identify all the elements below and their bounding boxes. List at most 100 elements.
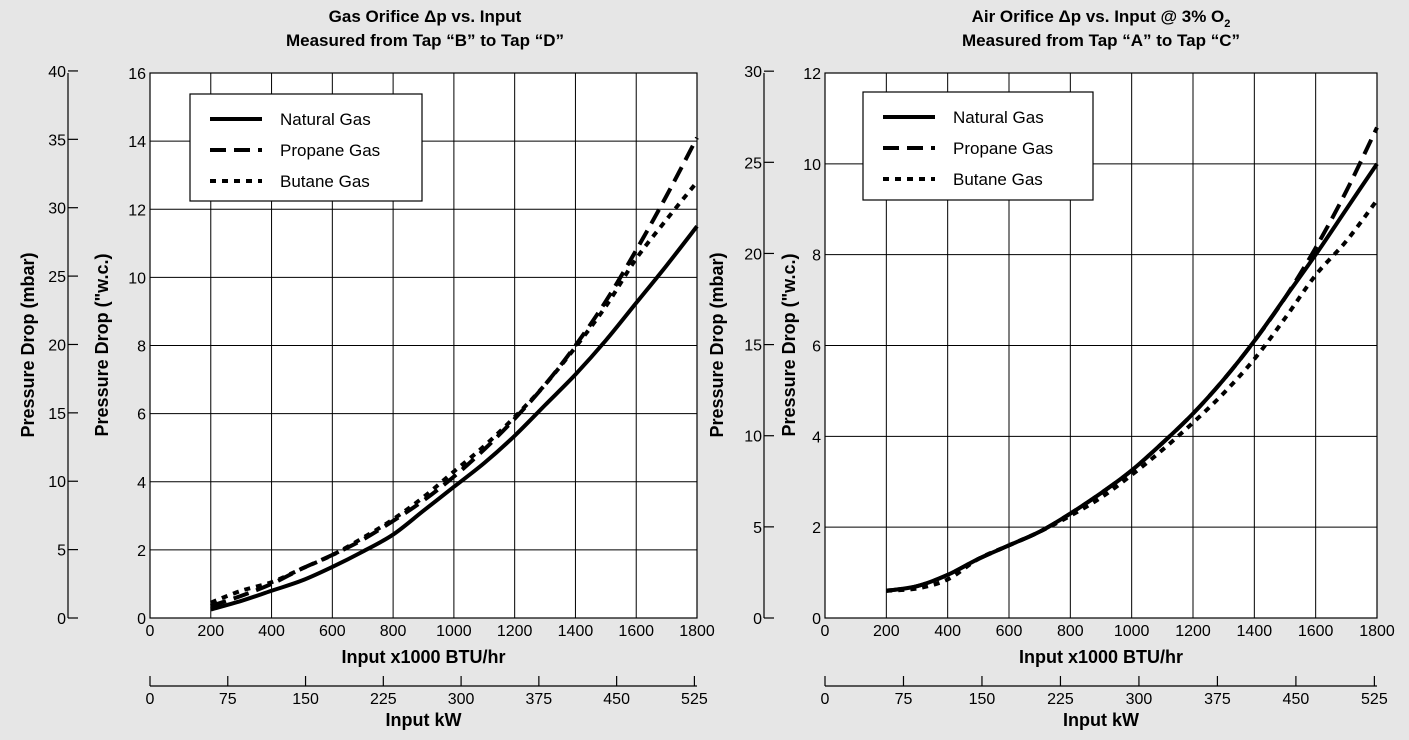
y-tick-label: 0 (812, 611, 821, 628)
y-tick-label: 12 (128, 202, 146, 219)
x2-tick-label: 525 (681, 691, 708, 708)
legend-label: Butane Gas (280, 172, 370, 191)
series-line-propane-gas (886, 126, 1379, 593)
x-axis-label: Input x1000 BTU/hr (1019, 647, 1183, 667)
legend-label: Natural Gas (953, 108, 1044, 127)
x-tick-label: 1600 (618, 623, 654, 640)
x2-tick-label: 225 (1047, 691, 1074, 708)
y-axis-label: Pressure Drop ("w.c.) (779, 254, 799, 437)
x2-tick-label: 375 (1204, 691, 1231, 708)
y-tick-label: 14 (128, 134, 146, 151)
x2-tick-label: 75 (895, 691, 913, 708)
x2-tick-label: 0 (821, 691, 830, 708)
legend: Natural Gas Propane Gas Butane Gas (189, 93, 423, 202)
y-tick-label: 10 (803, 157, 821, 174)
y-tick-label: 2 (137, 543, 146, 560)
x-tick-label: 800 (380, 623, 407, 640)
y2-tick-label: 25 (744, 155, 762, 172)
x2-tick-label: 75 (219, 691, 237, 708)
y2-tick-label: 40 (48, 64, 66, 81)
y2-tick-label: 25 (48, 269, 66, 286)
y2-tick-label: 20 (48, 337, 66, 354)
legend-label: Propane Gas (280, 141, 380, 160)
y2-tick-label: 35 (48, 132, 66, 149)
y2-tick-label: 15 (744, 338, 762, 355)
x-tick-label: 0 (821, 623, 830, 640)
y2-axis-label: Pressure Drop (mbar) (18, 252, 38, 437)
x-tick-label: 1400 (558, 623, 594, 640)
y2-tick-label: 10 (48, 474, 66, 491)
chart-1: 0 200 400 600 800 1000 1200 1400 1600 18000246810… (18, 7, 715, 730)
y2-tick-label: 10 (744, 429, 762, 446)
y2-tick-label: 30 (744, 64, 762, 81)
x-tick-label: 1200 (1175, 623, 1211, 640)
y2-tick-label: 0 (753, 611, 762, 628)
legend-label: Propane Gas (953, 139, 1053, 158)
x2-axis-label: Input kW (1063, 710, 1139, 730)
chart-title-subscript: 2 (1224, 18, 1230, 30)
series-line-butane-gas (886, 198, 1379, 593)
series-line-propane-gas (210, 136, 699, 608)
chart-subtitle: Measured from Tap “A” to Tap “C” (962, 31, 1240, 50)
x2-tick-label: 525 (1361, 691, 1388, 708)
chart-title-text: Gas Orifice Δp vs. Input (329, 7, 522, 26)
series-line-butane-gas (210, 180, 699, 605)
y-tick-label: 4 (812, 429, 821, 446)
chart-title: Gas Orifice Δp vs. Input (329, 7, 522, 26)
chart-title: Air Orifice Δp vs. Input @ 3% O2 (972, 7, 1231, 30)
legend-label: Natural Gas (280, 110, 371, 129)
y-tick-label: 16 (128, 66, 146, 83)
y-axis-label: Pressure Drop ("w.c.) (92, 254, 112, 437)
y2-tick-label: 5 (753, 520, 762, 537)
y-tick-label: 8 (137, 339, 146, 356)
x-tick-label: 1800 (679, 623, 715, 640)
chart-2: 0 200 400 600 800 1000 1200 1400 1600 18000246810… (707, 7, 1395, 730)
series-line-natural-gas (210, 225, 699, 612)
x-tick-label: 400 (258, 623, 285, 640)
x-tick-label: 0 (146, 623, 155, 640)
legend-box (862, 91, 1094, 201)
x-tick-label: 1000 (1114, 623, 1150, 640)
legend-label: Butane Gas (953, 170, 1043, 189)
x2-axis-label: Input kW (386, 710, 462, 730)
y2-tick-label: 0 (57, 611, 66, 628)
x-tick-label: 400 (934, 623, 961, 640)
x2-tick-label: 0 (146, 691, 155, 708)
y-tick-label: 12 (803, 66, 821, 83)
y2-tick-label: 5 (57, 543, 66, 560)
x-tick-label: 1600 (1298, 623, 1334, 640)
x-axis-label: Input x1000 BTU/hr (341, 647, 505, 667)
x2-tick-label: 225 (370, 691, 397, 708)
x2-tick-label: 300 (448, 691, 475, 708)
x-tick-label: 1000 (436, 623, 472, 640)
y2-tick-label: 15 (48, 406, 66, 423)
y-tick-label: 6 (812, 339, 821, 356)
y-tick-label: 6 (137, 407, 146, 424)
x2-tick-label: 450 (1283, 691, 1310, 708)
x2-tick-label: 150 (292, 691, 319, 708)
x-tick-label: 600 (319, 623, 346, 640)
chart-title-text: Air Orifice Δp vs. Input @ 3% O (972, 7, 1225, 26)
y-tick-label: 10 (128, 270, 146, 287)
legend: Natural Gas Propane Gas Butane Gas (862, 91, 1094, 201)
x-tick-label: 1400 (1237, 623, 1273, 640)
y-tick-label: 8 (812, 248, 821, 265)
x-tick-label: 1800 (1359, 623, 1395, 640)
chart-subtitle: Measured from Tap “B” to Tap “D” (286, 31, 564, 50)
y2-tick-label: 30 (48, 201, 66, 218)
y-tick-label: 4 (137, 475, 146, 492)
x-tick-label: 1200 (497, 623, 533, 640)
legend-box (189, 93, 423, 202)
x-tick-label: 200 (197, 623, 224, 640)
x-tick-label: 200 (873, 623, 900, 640)
x-tick-label: 800 (1057, 623, 1084, 640)
x-tick-label: 600 (996, 623, 1023, 640)
x2-tick-label: 375 (526, 691, 553, 708)
y2-axis-label: Pressure Drop (mbar) (707, 252, 727, 437)
y-tick-label: 0 (137, 611, 146, 628)
x2-tick-label: 450 (603, 691, 630, 708)
y2-tick-label: 20 (744, 246, 762, 263)
y-tick-label: 2 (812, 520, 821, 537)
x2-tick-label: 150 (969, 691, 996, 708)
